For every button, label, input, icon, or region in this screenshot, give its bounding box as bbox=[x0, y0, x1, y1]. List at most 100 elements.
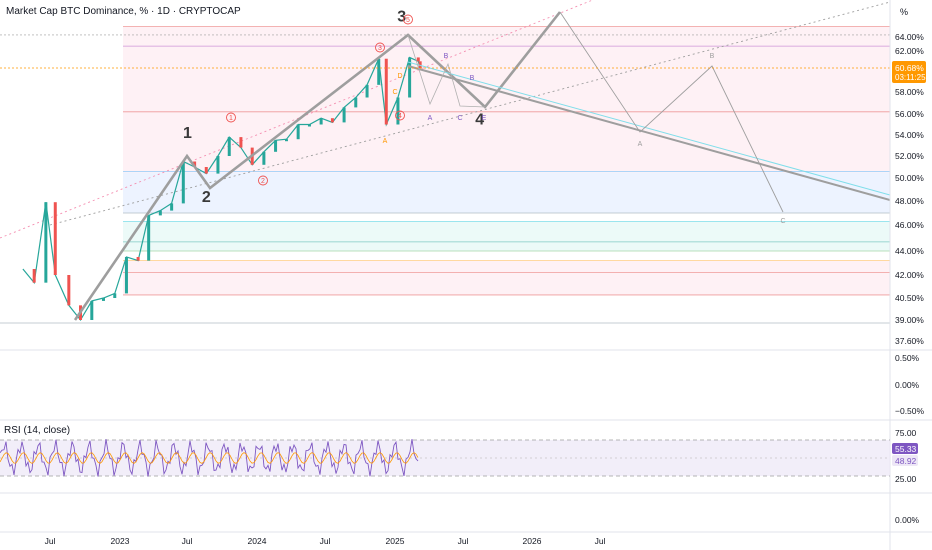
fib-level-lines bbox=[0, 26, 890, 324]
time-tick-label: Jul bbox=[458, 536, 469, 546]
price-candle bbox=[204, 167, 208, 174]
price-candle bbox=[136, 257, 140, 261]
sub-label: B bbox=[444, 53, 449, 60]
sub-label: 2 bbox=[261, 178, 265, 185]
sub-wave-labels: 1 2 3 4 5 A B C D E A B C A B C bbox=[226, 14, 786, 225]
fib-band-lower bbox=[123, 260, 890, 295]
projected-sub-wave-path bbox=[407, 34, 486, 108]
time-axis[interactable]: Jul 2023 Jul 2024 Jul 2025 Jul 2026 Jul bbox=[45, 536, 606, 546]
elliott-wave-lines bbox=[73, 11, 891, 321]
sub-label: B bbox=[470, 75, 475, 82]
time-tick-label: Jul bbox=[320, 536, 331, 546]
price-candle bbox=[67, 275, 71, 306]
price-candle bbox=[284, 139, 288, 142]
price-candle bbox=[354, 97, 358, 108]
sub-label: D bbox=[397, 73, 402, 80]
price-tick-label: 62.00% bbox=[895, 46, 924, 56]
rsi-path bbox=[0, 439, 419, 477]
price-candle bbox=[262, 151, 266, 165]
wave-label-1: 1 bbox=[183, 125, 192, 142]
price-candle bbox=[307, 124, 311, 127]
sub-label: 3 bbox=[378, 45, 382, 52]
secondary-tick-label: 0.00% bbox=[895, 380, 920, 390]
price-axis[interactable]: 64.00% 62.00% 58.00% 56.00% 54.00% 52.00% 50.0… bbox=[895, 32, 924, 346]
sub-label: 1 bbox=[229, 115, 233, 122]
sub-label-circle bbox=[226, 112, 236, 123]
wave-label-4: 4 bbox=[475, 112, 484, 129]
price-tick-label: 40.50% bbox=[895, 293, 924, 303]
price-candle bbox=[101, 298, 105, 301]
price-candle bbox=[124, 257, 128, 294]
projected-wave-path bbox=[559, 11, 784, 213]
time-tick-label: 2025 bbox=[386, 536, 405, 546]
sub-label-circle bbox=[403, 14, 413, 25]
rsi-badge-value: 55.33 bbox=[895, 444, 917, 454]
secondary-axis-ticks: 0.50% 0.00% −0.50% 0.00% 75.00 25.00 bbox=[895, 353, 925, 525]
chart-title: Market Cap BTC Dominance, % · 1D · CRYPT… bbox=[6, 6, 241, 17]
price-candle bbox=[274, 140, 278, 152]
price-tick-label: 58.00% bbox=[895, 87, 924, 97]
price-tick-label: 50.00% bbox=[895, 173, 924, 183]
time-tick-label: 2023 bbox=[111, 536, 130, 546]
fib-band-blue bbox=[123, 172, 890, 213]
price-candle bbox=[193, 161, 197, 167]
price-candle bbox=[342, 107, 346, 123]
sub-label-circle bbox=[395, 110, 405, 121]
fib-band-upper bbox=[123, 26, 890, 173]
price-badge-value: 60.68% bbox=[895, 63, 924, 73]
time-tick-label: 2024 bbox=[248, 536, 267, 546]
rsi-line bbox=[0, 439, 419, 477]
price-tick-label: 37.60% bbox=[895, 336, 924, 346]
price-tick-label: 48.00% bbox=[895, 196, 924, 206]
fib-retracement-bands bbox=[123, 26, 890, 295]
price-tick-label: 52.00% bbox=[895, 151, 924, 161]
price-tick-label: 39.00% bbox=[895, 315, 924, 325]
price-candle bbox=[113, 293, 117, 298]
rsi-tick-label: 75.00 bbox=[895, 428, 917, 438]
sub-label: A bbox=[428, 115, 433, 122]
price-candle bbox=[32, 269, 36, 283]
wave-label-3: 3 bbox=[397, 9, 406, 26]
price-candle bbox=[416, 57, 420, 62]
sub-label: E bbox=[482, 115, 487, 122]
secondary-tick-label: 0.00% bbox=[895, 515, 920, 525]
secondary-tick-label: −0.50% bbox=[895, 406, 925, 416]
sub-label: 4 bbox=[398, 113, 402, 120]
price-candle bbox=[44, 202, 48, 283]
wave-label-2: 2 bbox=[202, 189, 211, 206]
fib-band-teal bbox=[123, 221, 890, 251]
price-candle bbox=[330, 118, 334, 123]
secondary-tick-label: 0.50% bbox=[895, 353, 920, 363]
sub-label: 5 bbox=[406, 17, 410, 24]
price-tick-label: 46.00% bbox=[895, 220, 924, 230]
price-candle bbox=[418, 61, 422, 68]
price-candle bbox=[227, 137, 231, 156]
time-tick-label: 2026 bbox=[523, 536, 542, 546]
sub-label: C bbox=[780, 218, 785, 225]
sub-label-circle bbox=[258, 175, 268, 186]
price-tick-label: 56.00% bbox=[895, 109, 924, 119]
wave-label-5: 5 bbox=[561, 0, 570, 3]
time-tick-label: Jul bbox=[45, 536, 56, 546]
price-candle bbox=[384, 58, 388, 125]
sub-label-circle bbox=[375, 42, 385, 53]
rsi-tick-label: 25.00 bbox=[895, 474, 917, 484]
price-candle bbox=[53, 202, 57, 275]
unit-label: % bbox=[900, 7, 908, 17]
sub-label: B bbox=[710, 53, 715, 60]
price-candle bbox=[377, 58, 381, 85]
price-tick-label: 54.00% bbox=[895, 130, 924, 140]
price-badge-countdown: 03:11:25 bbox=[895, 73, 926, 82]
rsi-ma-path bbox=[0, 452, 419, 464]
rsi-title: RSI (14, close) bbox=[4, 425, 71, 436]
price-tick-label: 64.00% bbox=[895, 32, 924, 42]
downtrend-line bbox=[407, 65, 891, 201]
price-candle bbox=[147, 215, 151, 261]
elliott-wave-labels: 1 2 3 4 5 bbox=[183, 0, 570, 206]
sub-label: C bbox=[392, 89, 397, 96]
price-candle bbox=[170, 203, 174, 211]
time-tick-label: Jul bbox=[182, 536, 193, 546]
rsi-ma-badge-value: 48.92 bbox=[895, 456, 917, 466]
price-candle bbox=[158, 210, 162, 216]
